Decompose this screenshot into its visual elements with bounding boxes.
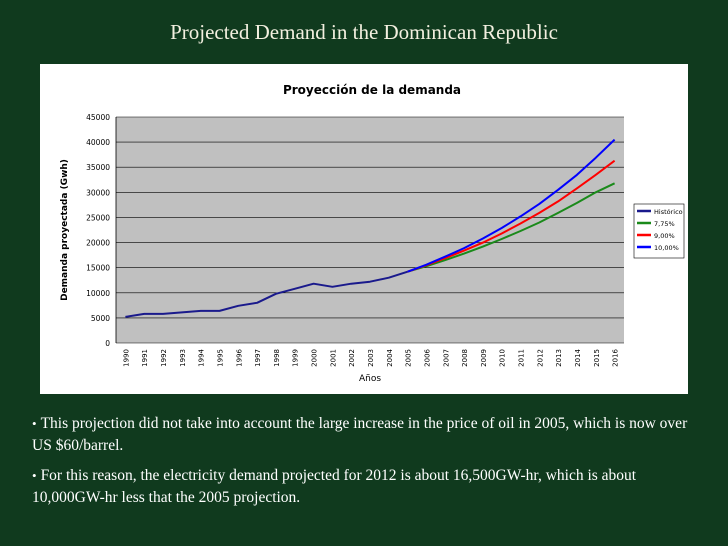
x-tick-label: 2000 — [311, 349, 319, 367]
x-tick-label: 1990 — [122, 349, 130, 367]
y-tick-label: 40000 — [86, 138, 110, 147]
y-tick-label: 10000 — [86, 289, 110, 298]
x-axis-label: Años — [359, 374, 381, 384]
legend-label: 10,00% — [654, 244, 679, 252]
x-tick-label: 2002 — [348, 349, 356, 367]
x-tick-label: 1993 — [179, 349, 187, 367]
plot-area — [116, 117, 624, 343]
y-tick-label: 45000 — [86, 113, 110, 122]
legend-label: 7,75% — [654, 220, 675, 228]
y-tick-label: 20000 — [86, 239, 110, 248]
series-line — [407, 182, 616, 273]
x-tick-label: 2001 — [329, 349, 337, 367]
series-line — [407, 138, 616, 273]
x-tick-label: 2003 — [367, 349, 375, 367]
y-tick-labels: 0 5000 10000 15000 20000 25000 30000 35000 40000… — [86, 113, 110, 348]
x-tick-label: 2005 — [405, 349, 413, 367]
x-tick-label: 2015 — [593, 349, 601, 367]
x-tick-label: 1996 — [235, 348, 243, 366]
x-tick-label: 2016 — [612, 348, 620, 366]
slide-title: Projected Demand in the Dominican Republ… — [170, 20, 558, 44]
legend-label: 9,00% — [654, 232, 675, 240]
bullet-marker: • — [32, 416, 37, 431]
x-tick-label: 1997 — [254, 349, 262, 367]
x-tick-label: 2012 — [536, 349, 544, 367]
x-tick-label: 2011 — [518, 349, 526, 367]
series-line — [125, 270, 408, 318]
legend: Histórico 7,75% 9,00% 10,00% — [633, 203, 685, 259]
chart-title: Proyección de la demanda — [283, 83, 461, 97]
x-tick-label: 2010 — [499, 349, 507, 367]
x-tick-label: 2014 — [574, 348, 582, 366]
x-tick-label: 1995 — [216, 349, 224, 367]
grid-lines — [115, 116, 624, 344]
y-tick-label: 5000 — [91, 314, 110, 323]
series-lines — [125, 138, 616, 318]
y-tick-label: 25000 — [86, 213, 110, 222]
chart-panel: Proyección de la demanda 0 5000 10000 15000… — [40, 64, 688, 394]
x-tick-label: 2004 — [386, 348, 394, 366]
y-axis-label: Demanda proyectada (Gwh) — [60, 159, 70, 301]
bullet-item: • For this reason, the electricity demand… — [32, 465, 702, 509]
y-tick-label: 0 — [105, 339, 110, 348]
x-tick-label: 2006 — [423, 348, 431, 366]
legend-box — [633, 203, 685, 259]
x-tick-label: 2009 — [480, 349, 488, 367]
x-tick-label: 1992 — [160, 349, 168, 367]
bullet-marker: • — [32, 468, 37, 483]
x-tick-label: 1991 — [141, 349, 149, 367]
y-tick-label: 30000 — [86, 188, 110, 197]
demand-projection-chart: Proyección de la demanda 0 5000 10000 15000… — [60, 83, 685, 384]
x-tick-label: 2007 — [442, 349, 450, 367]
series-line — [407, 159, 616, 273]
x-tick-label: 1994 — [198, 348, 206, 366]
y-tick-label: 15000 — [86, 264, 110, 273]
bullet-list: • This projection did not take into accou… — [32, 413, 702, 517]
bullet-text: This projection did not take into accoun… — [32, 415, 688, 454]
x-tick-label: 2013 — [555, 349, 563, 367]
bullet-text: For this reason, the electricity demand … — [32, 467, 637, 506]
bullet-item: • This projection did not take into accou… — [32, 413, 702, 457]
x-tick-label: 1999 — [292, 349, 300, 367]
y-tick-label: 35000 — [86, 163, 110, 172]
x-tick-label: 2008 — [461, 349, 469, 367]
x-tick-label: 1998 — [273, 349, 281, 367]
legend-label: Histórico — [654, 208, 683, 216]
x-tick-labels: 1990 1991 1992 1993 1994 1995 1996 1997 1998 1999… — [122, 348, 619, 366]
